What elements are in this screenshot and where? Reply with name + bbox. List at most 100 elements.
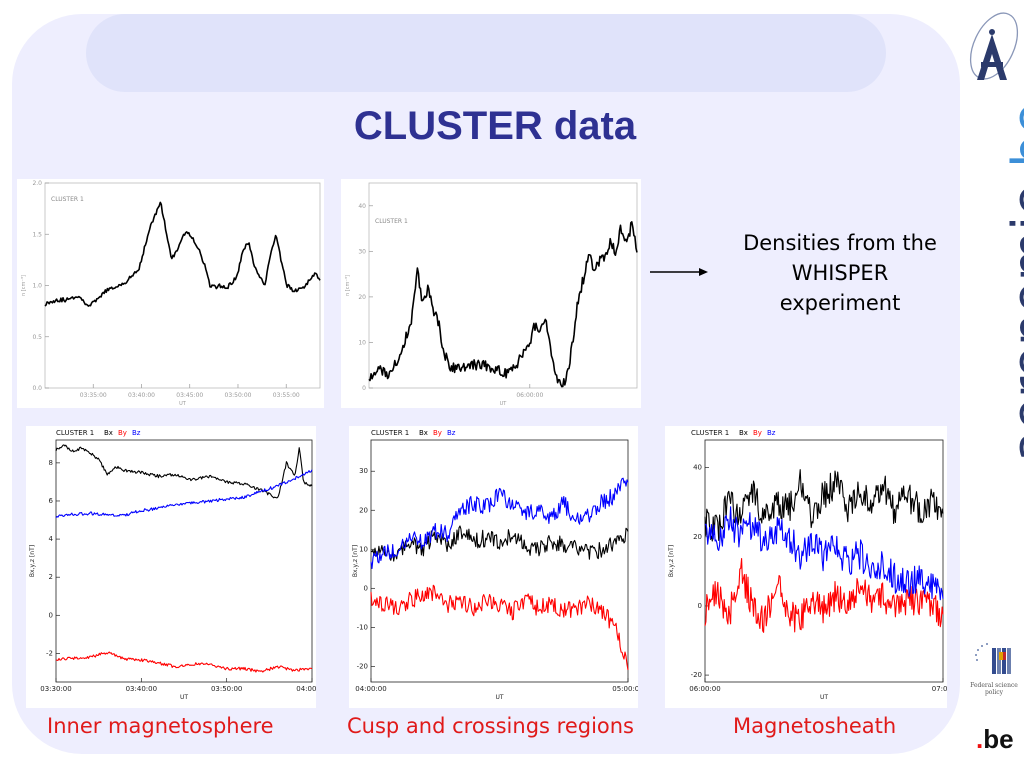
x-tick-label: 03:50:00 (225, 392, 252, 399)
chart-title: CLUSTER 1 (56, 429, 94, 437)
legend-by: By (753, 429, 762, 437)
x-tick-label: 05:00:00 (612, 685, 638, 693)
y-tick-label: 30 (358, 248, 366, 255)
y-tick-label: -20 (691, 671, 702, 679)
federal-science-policy-logo: Federal science policy (970, 640, 1018, 696)
x-tick-label: 03:40:00 (128, 392, 155, 399)
y-tick-label: 20 (358, 294, 366, 301)
x-tick-label: 03:50:00 (211, 685, 242, 693)
y-tick-label: 2.0 (32, 180, 42, 187)
series-line-bz (55, 469, 313, 518)
y-tick-label: 1.0 (32, 283, 42, 290)
be-logo-text: be (983, 724, 1014, 754)
legend-bx: Bx (419, 429, 428, 437)
series-line-density (44, 201, 321, 307)
y-tick-label: 30 (359, 467, 368, 475)
brand-main: aeronomie (1002, 184, 1024, 462)
chart-b-cusp: -20 -10 0 10 20 30 04:00:00 05:00:00 UT Bx,y,z [n… (349, 426, 638, 708)
chart-title: CLUSTER 1 (371, 429, 409, 437)
series-line-by (704, 557, 944, 633)
x-tick-label: 07:00: (932, 685, 947, 693)
y-tick-label: 10 (358, 339, 366, 346)
plot-frame (370, 439, 629, 683)
arrow-icon (650, 268, 708, 276)
y-axis-label: n [cm⁻³] (345, 275, 351, 296)
y-tick-label: 10 (359, 545, 368, 553)
caption-magnetosheath: Magnetosheath (733, 714, 897, 738)
aeronomie-logo-icon (969, 12, 1019, 80)
x-axis-label: UT (179, 401, 187, 407)
y-axis-label: n [cm⁻³] (21, 275, 27, 296)
legend-by: By (118, 429, 127, 437)
y-tick-label: 0.5 (32, 334, 42, 341)
y-tick-label: 1.5 (32, 231, 42, 238)
plot-frame (704, 439, 944, 683)
legend-bz: Bz (447, 429, 456, 437)
legend-by: By (433, 429, 442, 437)
plot-frame (55, 439, 313, 683)
legend-bz: Bz (132, 429, 141, 437)
be-logo: .be (976, 724, 1014, 755)
y-tick-label: -20 (357, 662, 368, 670)
series-line-bz (370, 477, 629, 570)
x-tick-label: 06:00:00 (516, 392, 543, 399)
y-tick-label: 4 (49, 535, 54, 543)
y-tick-label: 0.0 (32, 385, 42, 392)
y-tick-label: 0 (698, 602, 702, 610)
x-tick-label: 04:00:00 (355, 685, 386, 693)
y-axis-label: Bx,y,z [nT] (352, 545, 359, 577)
y-axis-label: Bx,y,z [nT] (668, 545, 675, 577)
chart-svg: -20 -10 0 10 20 30 04:00:00 05:00:00 UT Bx,y,z [n… (352, 429, 638, 701)
federal-emblem-icon (975, 643, 1011, 674)
x-tick-label: 06:00:00 (689, 685, 720, 693)
chart-b-inner-magnetosphere: -2 0 2 4 6 8 03:30:00 03:40:00 03:50:00 04:00:00 U… (26, 426, 316, 708)
chart-svg: -2 0 2 4 6 8 03:30:00 03:40:00 03:50:00 04:00:00 U… (29, 429, 316, 701)
title-bar (86, 14, 886, 92)
legend-bx: Bx (739, 429, 748, 437)
series-line-by (55, 651, 312, 673)
series-line-by (370, 584, 629, 671)
series-line-bx (55, 444, 313, 499)
y-tick-label: 20 (359, 506, 368, 514)
x-tick-label: 04:00:00 (296, 685, 316, 693)
be-logo-dot: . (976, 724, 984, 754)
x-tick-label: 03:45:00 (176, 392, 203, 399)
y-tick-label: 6 (49, 497, 54, 505)
caption-cusp: Cusp and crossings regions (347, 714, 634, 738)
chart-svg: 0 10 20 30 40 06:00:00 UT n [cm⁻³] CLUSTER 1 (345, 182, 638, 407)
caption-inner-magnetosphere: Inner magnetosphere (47, 714, 274, 738)
x-axis-label: UT (500, 401, 508, 407)
legend-bx: Bx (104, 429, 113, 437)
x-axis-label: UT (820, 694, 828, 701)
plot-frame (44, 182, 321, 389)
brand-dot: . (1002, 168, 1024, 185)
x-tick-label: 03:55:00 (273, 392, 300, 399)
brand-aeronomie: aeronomie.be (1002, 103, 1024, 462)
y-tick-label: 8 (49, 459, 53, 467)
series-line-bz (704, 506, 944, 601)
chart-title: CLUSTER 1 (51, 196, 84, 203)
x-tick-label: 03:30:00 (40, 685, 71, 693)
chart-b-magnetosheath: -20 0 20 40 06:00:00 07:00: UT Bx,y,z [nT] CLUST… (665, 426, 947, 708)
y-tick-label: 0 (362, 385, 366, 392)
y-axis-label: Bx,y,z [nT] (29, 545, 36, 577)
x-axis-label: UT (495, 694, 503, 701)
chart-title: CLUSTER 1 (691, 429, 729, 437)
y-tick-label: 40 (693, 464, 702, 472)
x-tick-label: 03:40:00 (126, 685, 157, 693)
y-tick-label: -10 (357, 623, 368, 631)
plot-frame (368, 182, 638, 389)
chart-density-inner: 0.0 0.5 1.0 1.5 2.0 03:35:00 03:40:00 03:45:00 0… (17, 179, 324, 408)
page-title: CLUSTER data (353, 104, 637, 148)
whisper-note: Densities from the WHISPER experiment (743, 231, 937, 315)
brand-tld: be (1002, 102, 1024, 168)
series-line-bx (370, 525, 629, 562)
y-tick-label: 2 (49, 573, 53, 581)
y-tick-label: 40 (358, 203, 366, 210)
y-tick-label: -2 (46, 649, 53, 657)
legend-bz: Bz (767, 429, 776, 437)
x-axis-label: UT (180, 694, 188, 701)
y-tick-label: 0 (49, 611, 53, 619)
chart-density-cusp: 0 10 20 30 40 06:00:00 UT n [cm⁻³] CLUSTER 1 (341, 179, 641, 408)
chart-svg: 0.0 0.5 1.0 1.5 2.0 03:35:00 03:40:00 03:45:00 0… (21, 180, 321, 407)
